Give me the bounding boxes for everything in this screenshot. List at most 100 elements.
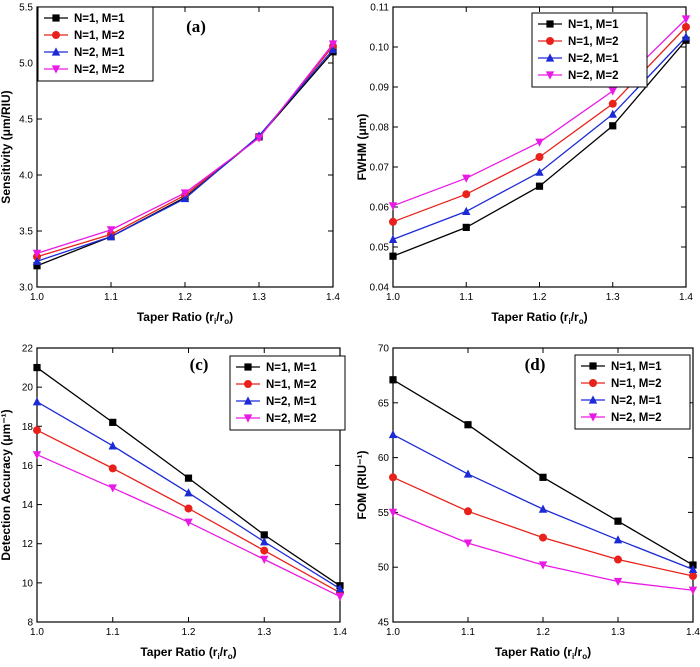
- data-point: [463, 469, 473, 478]
- data-point: [682, 23, 690, 31]
- y-tick-label: 20: [22, 383, 34, 394]
- legend-marker: [588, 413, 598, 422]
- y-tick-label: 60: [378, 453, 390, 464]
- data-point: [389, 473, 397, 482]
- data-point: [388, 429, 398, 439]
- y-tick-label: 18: [22, 422, 34, 433]
- x-axis-label-end: ): [229, 310, 233, 324]
- y-tick-label: 55: [378, 508, 390, 519]
- legend-marker: [244, 380, 252, 388]
- data-point: [462, 206, 471, 215]
- y-tick-label: 0.06: [370, 203, 390, 214]
- x-tick-label: 1.1: [459, 292, 473, 303]
- data-point: [335, 592, 345, 602]
- legend-entry: N=1, M=1: [611, 361, 662, 373]
- y-tick-label: 3.5: [19, 227, 33, 238]
- x-tick-label: 1.1: [104, 292, 118, 303]
- legend-marker: [244, 363, 252, 371]
- data-point: [184, 504, 193, 513]
- data-point: [614, 517, 622, 525]
- legend-entry: N=1, M=2: [611, 378, 662, 390]
- data-point: [681, 15, 691, 24]
- chart-panel-a: 3.0 3.5 4.0 4.5 5.0 5.5 1.0 1.1 1.2 1.3 1.4 Taper R…: [0, 3, 340, 327]
- legend: N=1, M=1 N=1, M=2 N=2, M=1 N=2, M=2: [574, 354, 691, 430]
- data-point: [539, 473, 547, 481]
- data-point: [388, 234, 398, 243]
- y-tick-label: 0.05: [370, 243, 390, 254]
- y-axis-label: FOM (RIU⁻¹): [355, 451, 369, 520]
- y-tick-label: 8: [27, 618, 33, 629]
- panel-label: (d): [525, 355, 546, 374]
- x-tick-label: 1.0: [30, 627, 44, 638]
- data-point: [535, 153, 544, 161]
- legend-marker: [546, 20, 554, 28]
- data-point: [32, 256, 42, 265]
- data-point: [538, 561, 548, 570]
- x-axis-label-sub-o: o: [228, 652, 233, 661]
- legend-marker: [588, 395, 598, 404]
- data-point: [535, 167, 544, 176]
- y-tick-label: 22: [22, 344, 34, 355]
- data-point: [108, 464, 117, 473]
- legend-marker: [52, 31, 60, 39]
- x-axis-label-sub-i: i: [572, 652, 574, 661]
- x-axis-label-main: Taper Ratio (r: [495, 645, 572, 659]
- legend: N=1, M=1 N=1, M=2 N=2, M=1 N=2, M=2: [531, 12, 648, 88]
- y-tick-label: 0.11: [370, 3, 389, 14]
- chart-panel-b: 0.04 0.05 0.06 0.07 0.08 0.09 0.10 0.11 1.0 1.1 1.…: [355, 3, 693, 327]
- legend-marker: [589, 379, 597, 387]
- legend-entry: N=2, M=2: [568, 70, 619, 82]
- data-point: [184, 474, 193, 482]
- data-point: [260, 546, 269, 555]
- y-tick-label: 5.5: [19, 3, 33, 14]
- x-tick-label: 1.0: [30, 292, 44, 303]
- data-point: [106, 232, 116, 241]
- data-point: [464, 507, 472, 516]
- legend-entry: N=1, M=2: [266, 379, 317, 391]
- data-point: [613, 577, 623, 587]
- data-point: [254, 134, 264, 143]
- x-axis-label-sub-i: i: [214, 317, 216, 326]
- y-tick-label: 14: [22, 500, 34, 511]
- data-point: [688, 586, 698, 595]
- data-point: [335, 584, 345, 593]
- data-point: [464, 421, 472, 429]
- x-tick-label: 1.1: [106, 627, 120, 638]
- data-point: [388, 202, 398, 211]
- x-tick-label: 1.3: [611, 627, 625, 638]
- data-point: [260, 537, 269, 546]
- data-point: [535, 138, 544, 147]
- data-point: [608, 109, 617, 118]
- y-tick-label: 45: [378, 618, 390, 629]
- x-tick-label: 1.3: [257, 627, 271, 638]
- data-point: [535, 182, 544, 190]
- data-point: [328, 40, 338, 49]
- data-point: [462, 174, 471, 183]
- data-point: [260, 555, 269, 564]
- legend-entry: N=1, M=1: [74, 13, 125, 25]
- legend-entry: N=1, M=2: [568, 36, 619, 48]
- panel-label: (c): [190, 355, 209, 374]
- x-tick-label: 1.0: [386, 627, 400, 638]
- data-point: [328, 44, 338, 54]
- y-tick-label: 4.5: [19, 115, 33, 126]
- x-axis-label-end: ): [587, 645, 591, 659]
- data-point: [389, 217, 397, 226]
- x-axis-label-sub-i: i: [217, 652, 219, 661]
- legend-entry: N=2, M=1: [74, 47, 125, 59]
- legend-entry: N=1, M=1: [568, 19, 619, 31]
- legend-marker: [545, 53, 555, 62]
- x-axis-label-sub-i: i: [568, 317, 570, 326]
- data-point: [389, 252, 397, 260]
- data-point: [681, 32, 691, 41]
- legend-entry: N=2, M=1: [568, 53, 619, 65]
- x-axis-label-end: ): [584, 310, 588, 324]
- data-point: [108, 484, 117, 493]
- x-axis-label-mid: /r: [220, 645, 228, 659]
- x-tick-label: 1.2: [533, 292, 547, 303]
- y-axis-label: FWHM (μm): [355, 114, 369, 181]
- x-axis-label: Taper Ratio (ri/ro): [137, 310, 233, 326]
- x-axis-label-main: Taper Ratio (r: [137, 310, 214, 324]
- y-axis-label: Sensitivity (μm/RIU): [0, 90, 13, 203]
